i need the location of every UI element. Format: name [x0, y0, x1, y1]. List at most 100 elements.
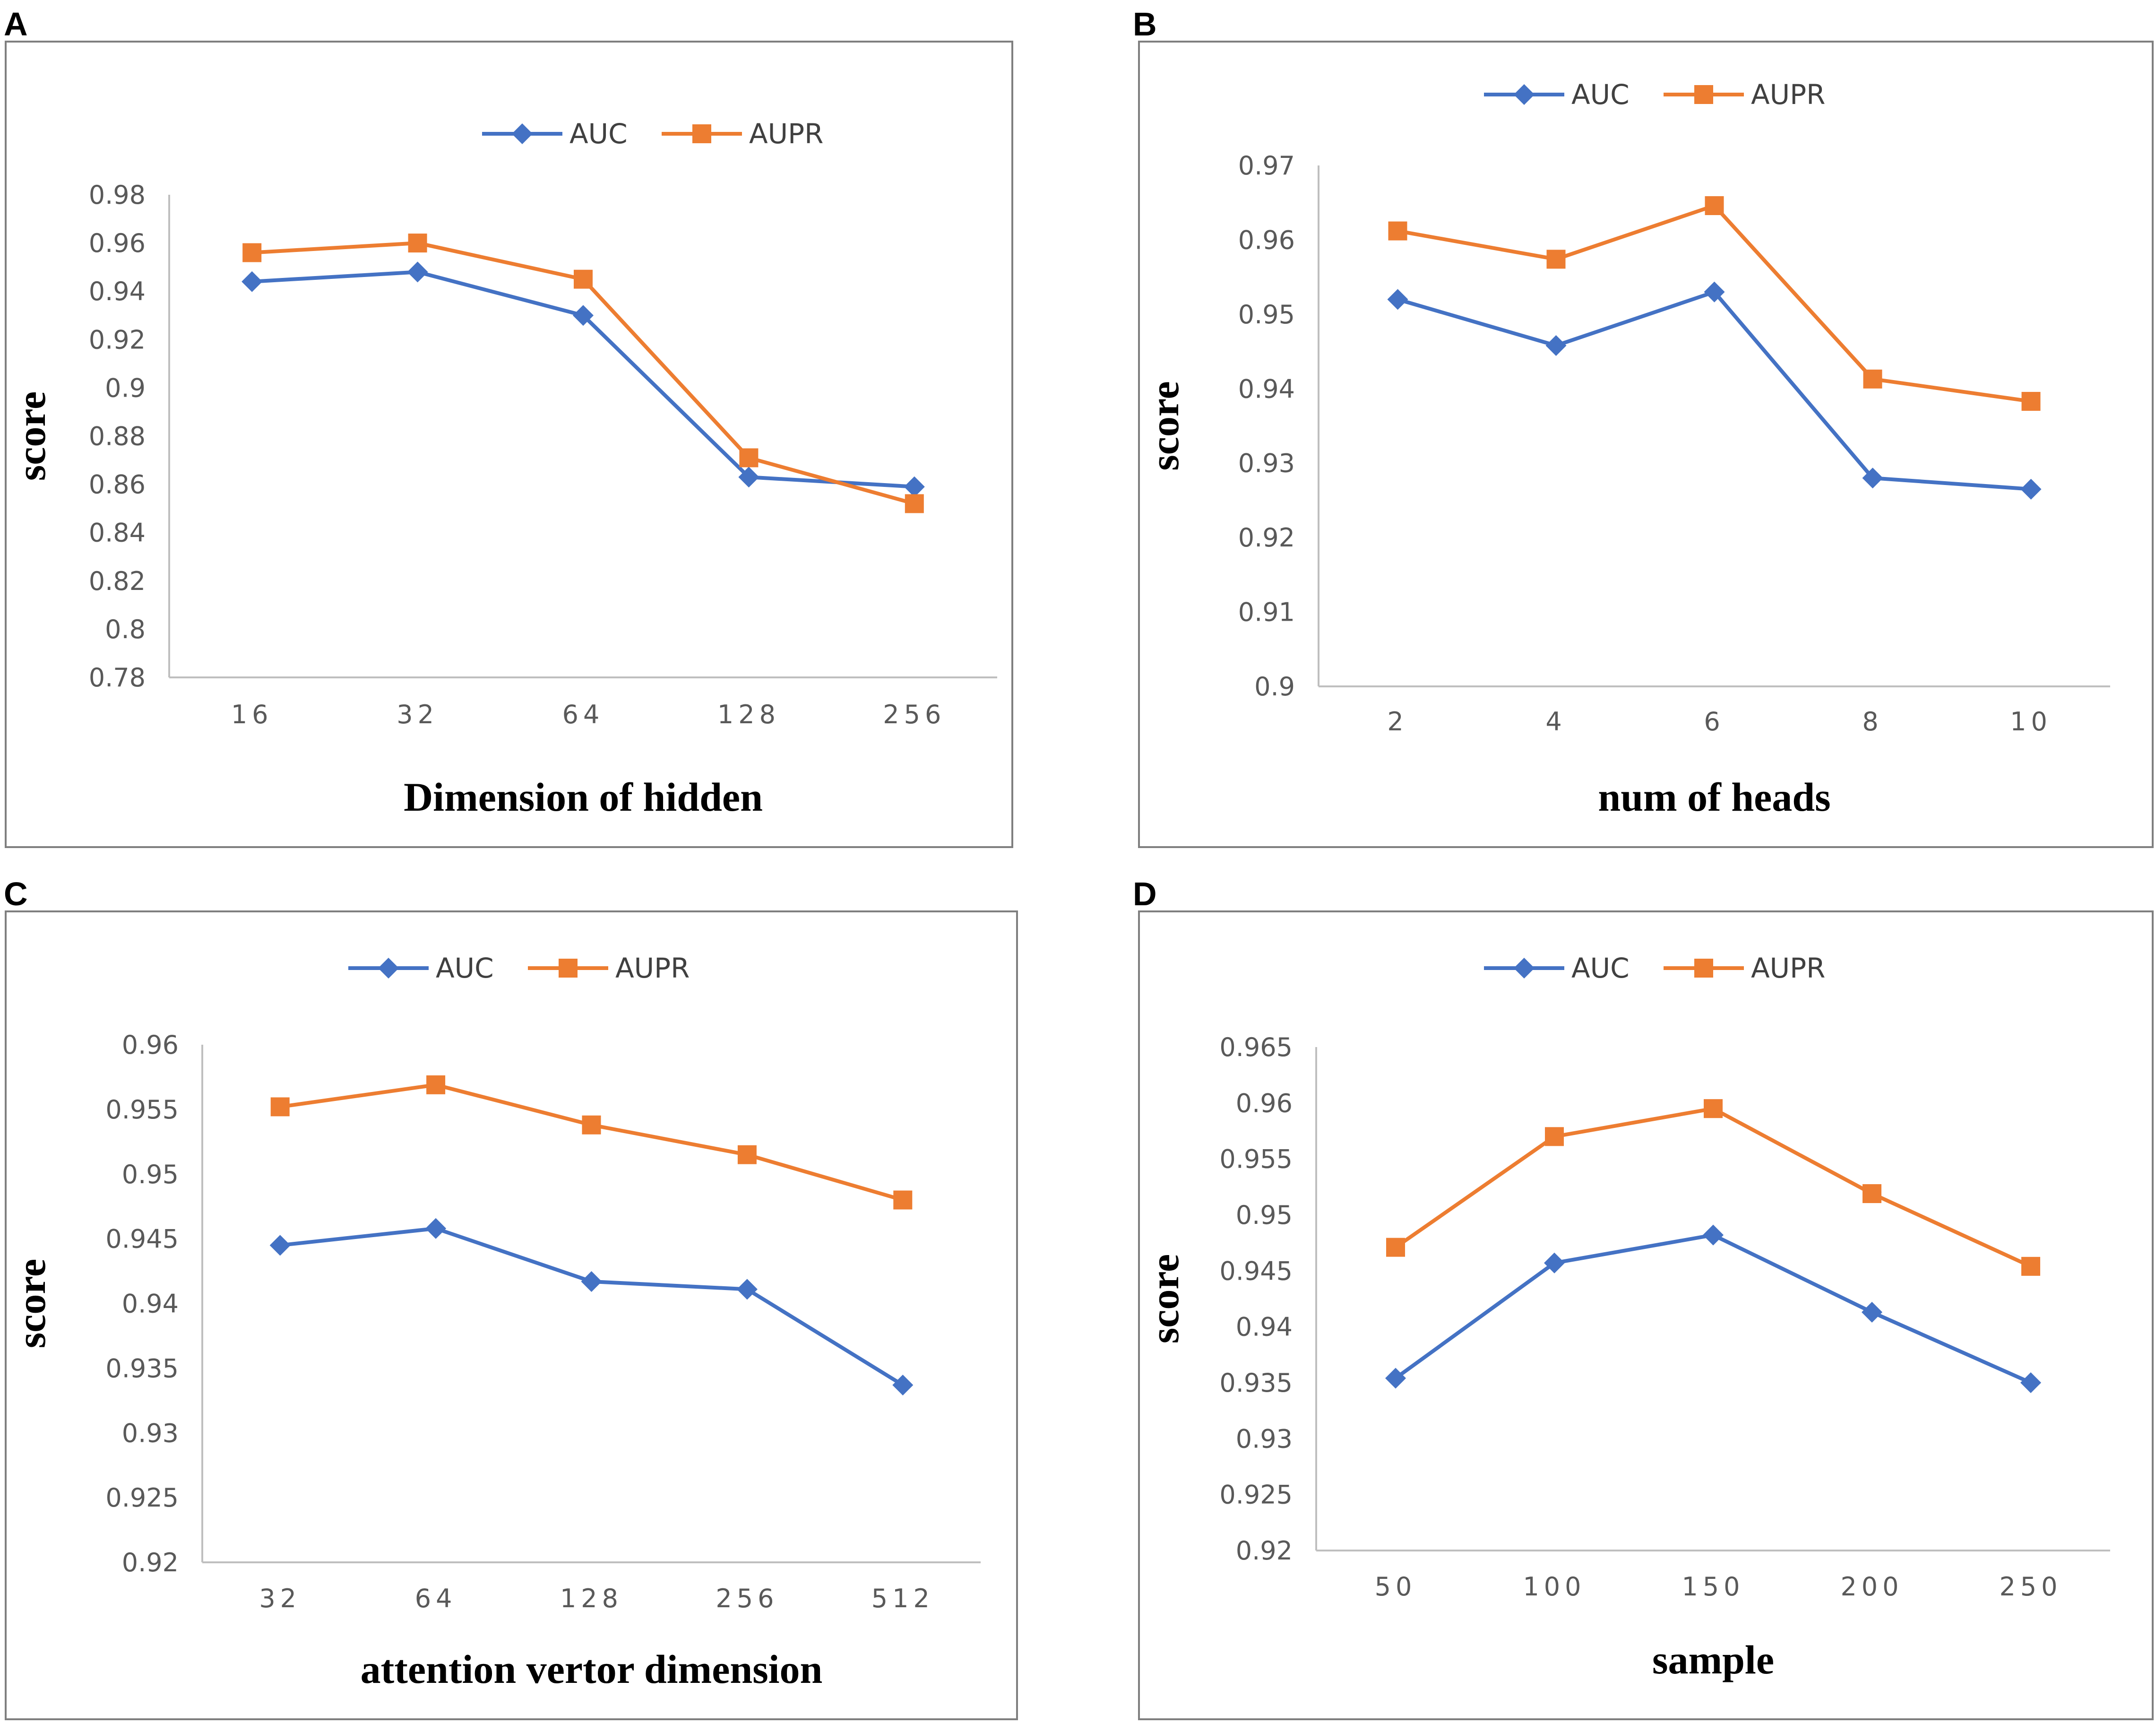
panel-c-legend-auc-marker: [378, 958, 399, 979]
panel-a-x-axis-title: Dimension of hidden: [404, 774, 763, 820]
panel-a-y-tick-label: 0.82: [89, 566, 146, 596]
panel-d-chart-frame: [1138, 910, 2154, 1720]
panel-a-aupr-point: [242, 243, 262, 262]
panel-a-y-tick-label: 0.8: [105, 615, 146, 644]
panel-b-y-tick-label: 0.92: [1238, 523, 1295, 553]
panel-d-auc-point: [1385, 1368, 1406, 1389]
panel-a-y-tick-label: 0.84: [89, 518, 146, 548]
panel-d-y-tick-label: 0.95: [1236, 1200, 1293, 1230]
panel-c-y-tick-label: 0.945: [105, 1224, 179, 1254]
panel-d-y-tick-label: 0.965: [1219, 1032, 1293, 1062]
panel-d-auc-point: [1703, 1224, 1724, 1246]
panel-b-aupr-point: [1705, 196, 1724, 216]
panel-a-legend-aupr-marker: [692, 124, 711, 143]
panel-d-aupr-point: [1704, 1099, 1723, 1118]
panel-b-y-tick-label: 0.91: [1238, 598, 1295, 627]
panel-a-aupr-point: [408, 234, 427, 253]
panel-b-aupr-point: [1863, 369, 1882, 389]
panel-d-x-tick-label: 50: [1375, 1572, 1417, 1602]
panel-c-legend-aupr-label: AUPR: [615, 952, 690, 984]
panel-b-letter: B: [1133, 6, 1157, 43]
panel-d-x-axis-title: sample: [1652, 1637, 1774, 1682]
panel-c-x-tick-label: 32: [259, 1584, 301, 1613]
panel-d-y-tick-label: 0.925: [1219, 1480, 1293, 1510]
panel-a-y-axis-title: score: [9, 391, 54, 481]
panel-d-x-tick-label: 200: [1840, 1572, 1903, 1602]
panel-d-x-tick-label: 250: [1999, 1572, 2062, 1602]
panel-d-y-tick-label: 0.945: [1219, 1256, 1293, 1286]
panel-b-auc-point: [1545, 335, 1567, 356]
panel-d-aupr-point: [2021, 1256, 2040, 1276]
panel-b-y-tick-label: 0.97: [1238, 151, 1295, 181]
panel-d-legend-aupr-marker: [1694, 959, 1713, 978]
panel-c-auc-point: [425, 1218, 447, 1239]
panel-a-x-tick-label: 64: [562, 700, 604, 729]
panel-a-x-tick-label: 32: [397, 700, 439, 729]
panel-b-y-tick-label: 0.96: [1238, 225, 1295, 255]
panel-d-aupr-point: [1545, 1127, 1564, 1146]
panel-d-y-tick-label: 0.93: [1236, 1424, 1293, 1454]
panel-c-y-axis-title: score: [9, 1259, 54, 1348]
panel-a-auc-point: [738, 467, 759, 488]
panel-b-legend-aupr-marker: [1694, 85, 1713, 104]
panel-b-aupr-point: [1388, 221, 1407, 241]
panel-d-y-tick-label: 0.955: [1219, 1144, 1293, 1174]
panel-a-y-tick-label: 0.88: [89, 422, 146, 451]
panel-c-aupr-point: [582, 1115, 601, 1135]
panel-c-letter: C: [4, 875, 28, 912]
panel-b-x-axis-title: num of heads: [1598, 774, 1830, 820]
panel-b-auc-point: [1704, 281, 1725, 303]
panel-b-chart-frame: [1138, 41, 2154, 848]
panel-c: C 0.96 0.955 0.95 0.945 0.94 0.935 0.93 0.925 0.9…: [4, 875, 1018, 1720]
panel-b-x-tick-label: 2: [1387, 707, 1408, 736]
panel-b-auc-point: [1387, 289, 1408, 310]
panel-c-x-axis-title: attention vertor dimension: [361, 1646, 823, 1692]
panel-a-y-tick-label: 0.9: [105, 373, 146, 403]
panel-d-auc-point: [1862, 1301, 1882, 1323]
panel-b-x-tick-label: 10: [2010, 707, 2052, 736]
panel-c-legend-aupr-marker: [559, 959, 578, 978]
panel-d-legend-aupr-label: AUPR: [1751, 952, 1825, 984]
panel-c-y-tick-label: 0.935: [105, 1353, 179, 1383]
panel-d-aupr-point: [1386, 1238, 1405, 1257]
panel-c-aupr-point: [270, 1097, 290, 1117]
panel-b-auc-point: [2020, 478, 2042, 500]
panel-a-y-tick-label: 0.94: [89, 277, 146, 306]
panel-b-y-tick-label: 0.93: [1238, 449, 1295, 478]
panel-a-aupr-point: [739, 448, 759, 468]
panel-c-auc-point: [269, 1235, 291, 1256]
panel-a-auc-point: [573, 305, 594, 326]
panel-a-aupr-point: [574, 269, 593, 289]
panel-c-aupr-point: [737, 1145, 757, 1164]
panel-c-x-tick-label: 256: [716, 1584, 778, 1613]
panel-b-x-tick-label: 8: [1862, 707, 1883, 736]
panel-c-auc-point: [581, 1271, 602, 1292]
panel-c-x-tick-label: 512: [871, 1584, 934, 1613]
panel-c-y-tick-label: 0.95: [122, 1160, 179, 1189]
panel-a-auc-point: [904, 476, 925, 497]
panel-c-y-tick-label: 0.93: [122, 1418, 179, 1448]
panel-d-y-tick-label: 0.94: [1236, 1312, 1293, 1342]
panel-d-y-axis-title: score: [1142, 1254, 1187, 1343]
panel-d-letter: D: [1133, 875, 1157, 912]
panel-c-x-tick-label: 128: [560, 1584, 623, 1613]
panel-d-y-tick-label: 0.935: [1219, 1368, 1293, 1398]
panel-a-x-tick-label: 128: [717, 700, 780, 729]
panel-d-x-tick-label: 100: [1523, 1572, 1586, 1602]
panel-b-aupr-point: [1546, 250, 1566, 269]
panel-d-auc-point: [1544, 1252, 1565, 1274]
panel-b-legend-auc-marker: [1514, 84, 1535, 105]
panel-d-y-tick-label: 0.96: [1236, 1088, 1293, 1118]
panel-b-y-tick-label: 0.94: [1238, 374, 1295, 404]
panel-b-x-tick-label: 6: [1704, 707, 1725, 736]
panel-a-auc-point: [241, 271, 263, 292]
panel-a-chart-frame: [5, 41, 1013, 848]
panel-b-legend-auc-label: AUC: [1571, 78, 1630, 111]
panel-c-y-tick-label: 0.955: [105, 1095, 179, 1125]
panel-a-y-tick-label: 0.78: [89, 663, 146, 693]
panel-d-aupr-point: [1863, 1184, 1881, 1204]
panel-c-y-tick-label: 0.94: [122, 1289, 179, 1319]
panel-b-y-tick-label: 0.95: [1238, 300, 1295, 329]
